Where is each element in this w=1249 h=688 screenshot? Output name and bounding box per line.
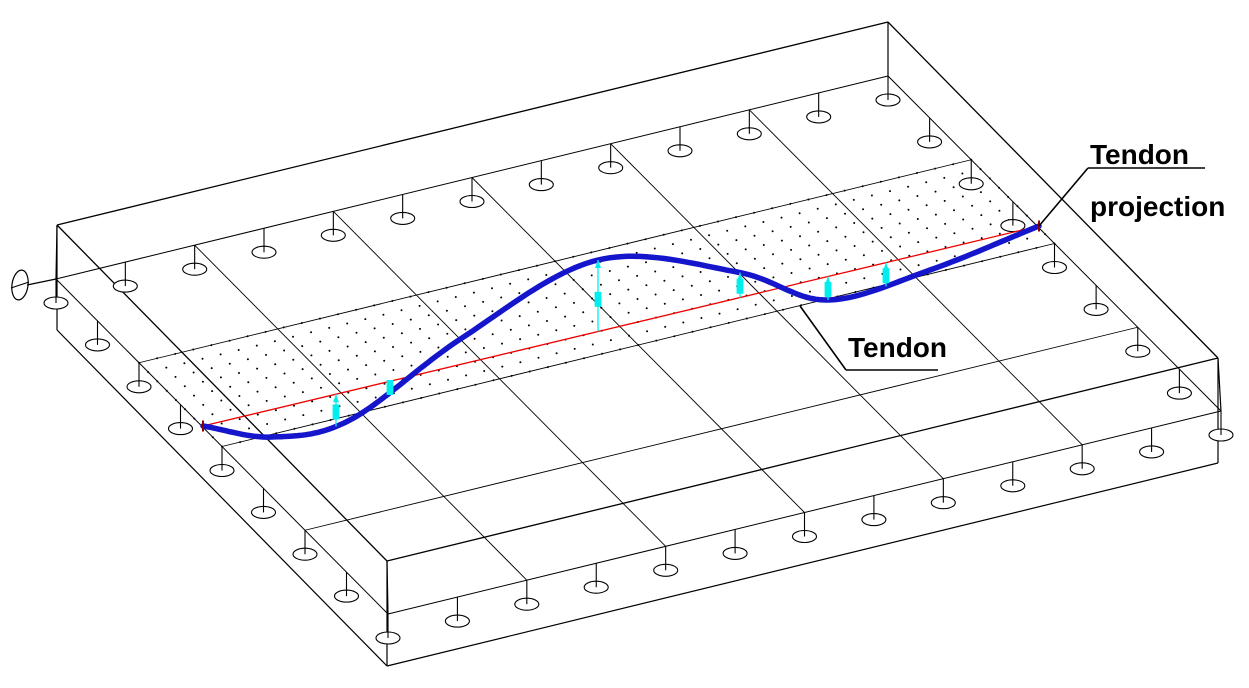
svg-text:projection: projection — [1090, 191, 1225, 222]
svg-text:Tendon: Tendon — [1090, 139, 1189, 170]
svg-text:Tendon: Tendon — [848, 332, 947, 363]
